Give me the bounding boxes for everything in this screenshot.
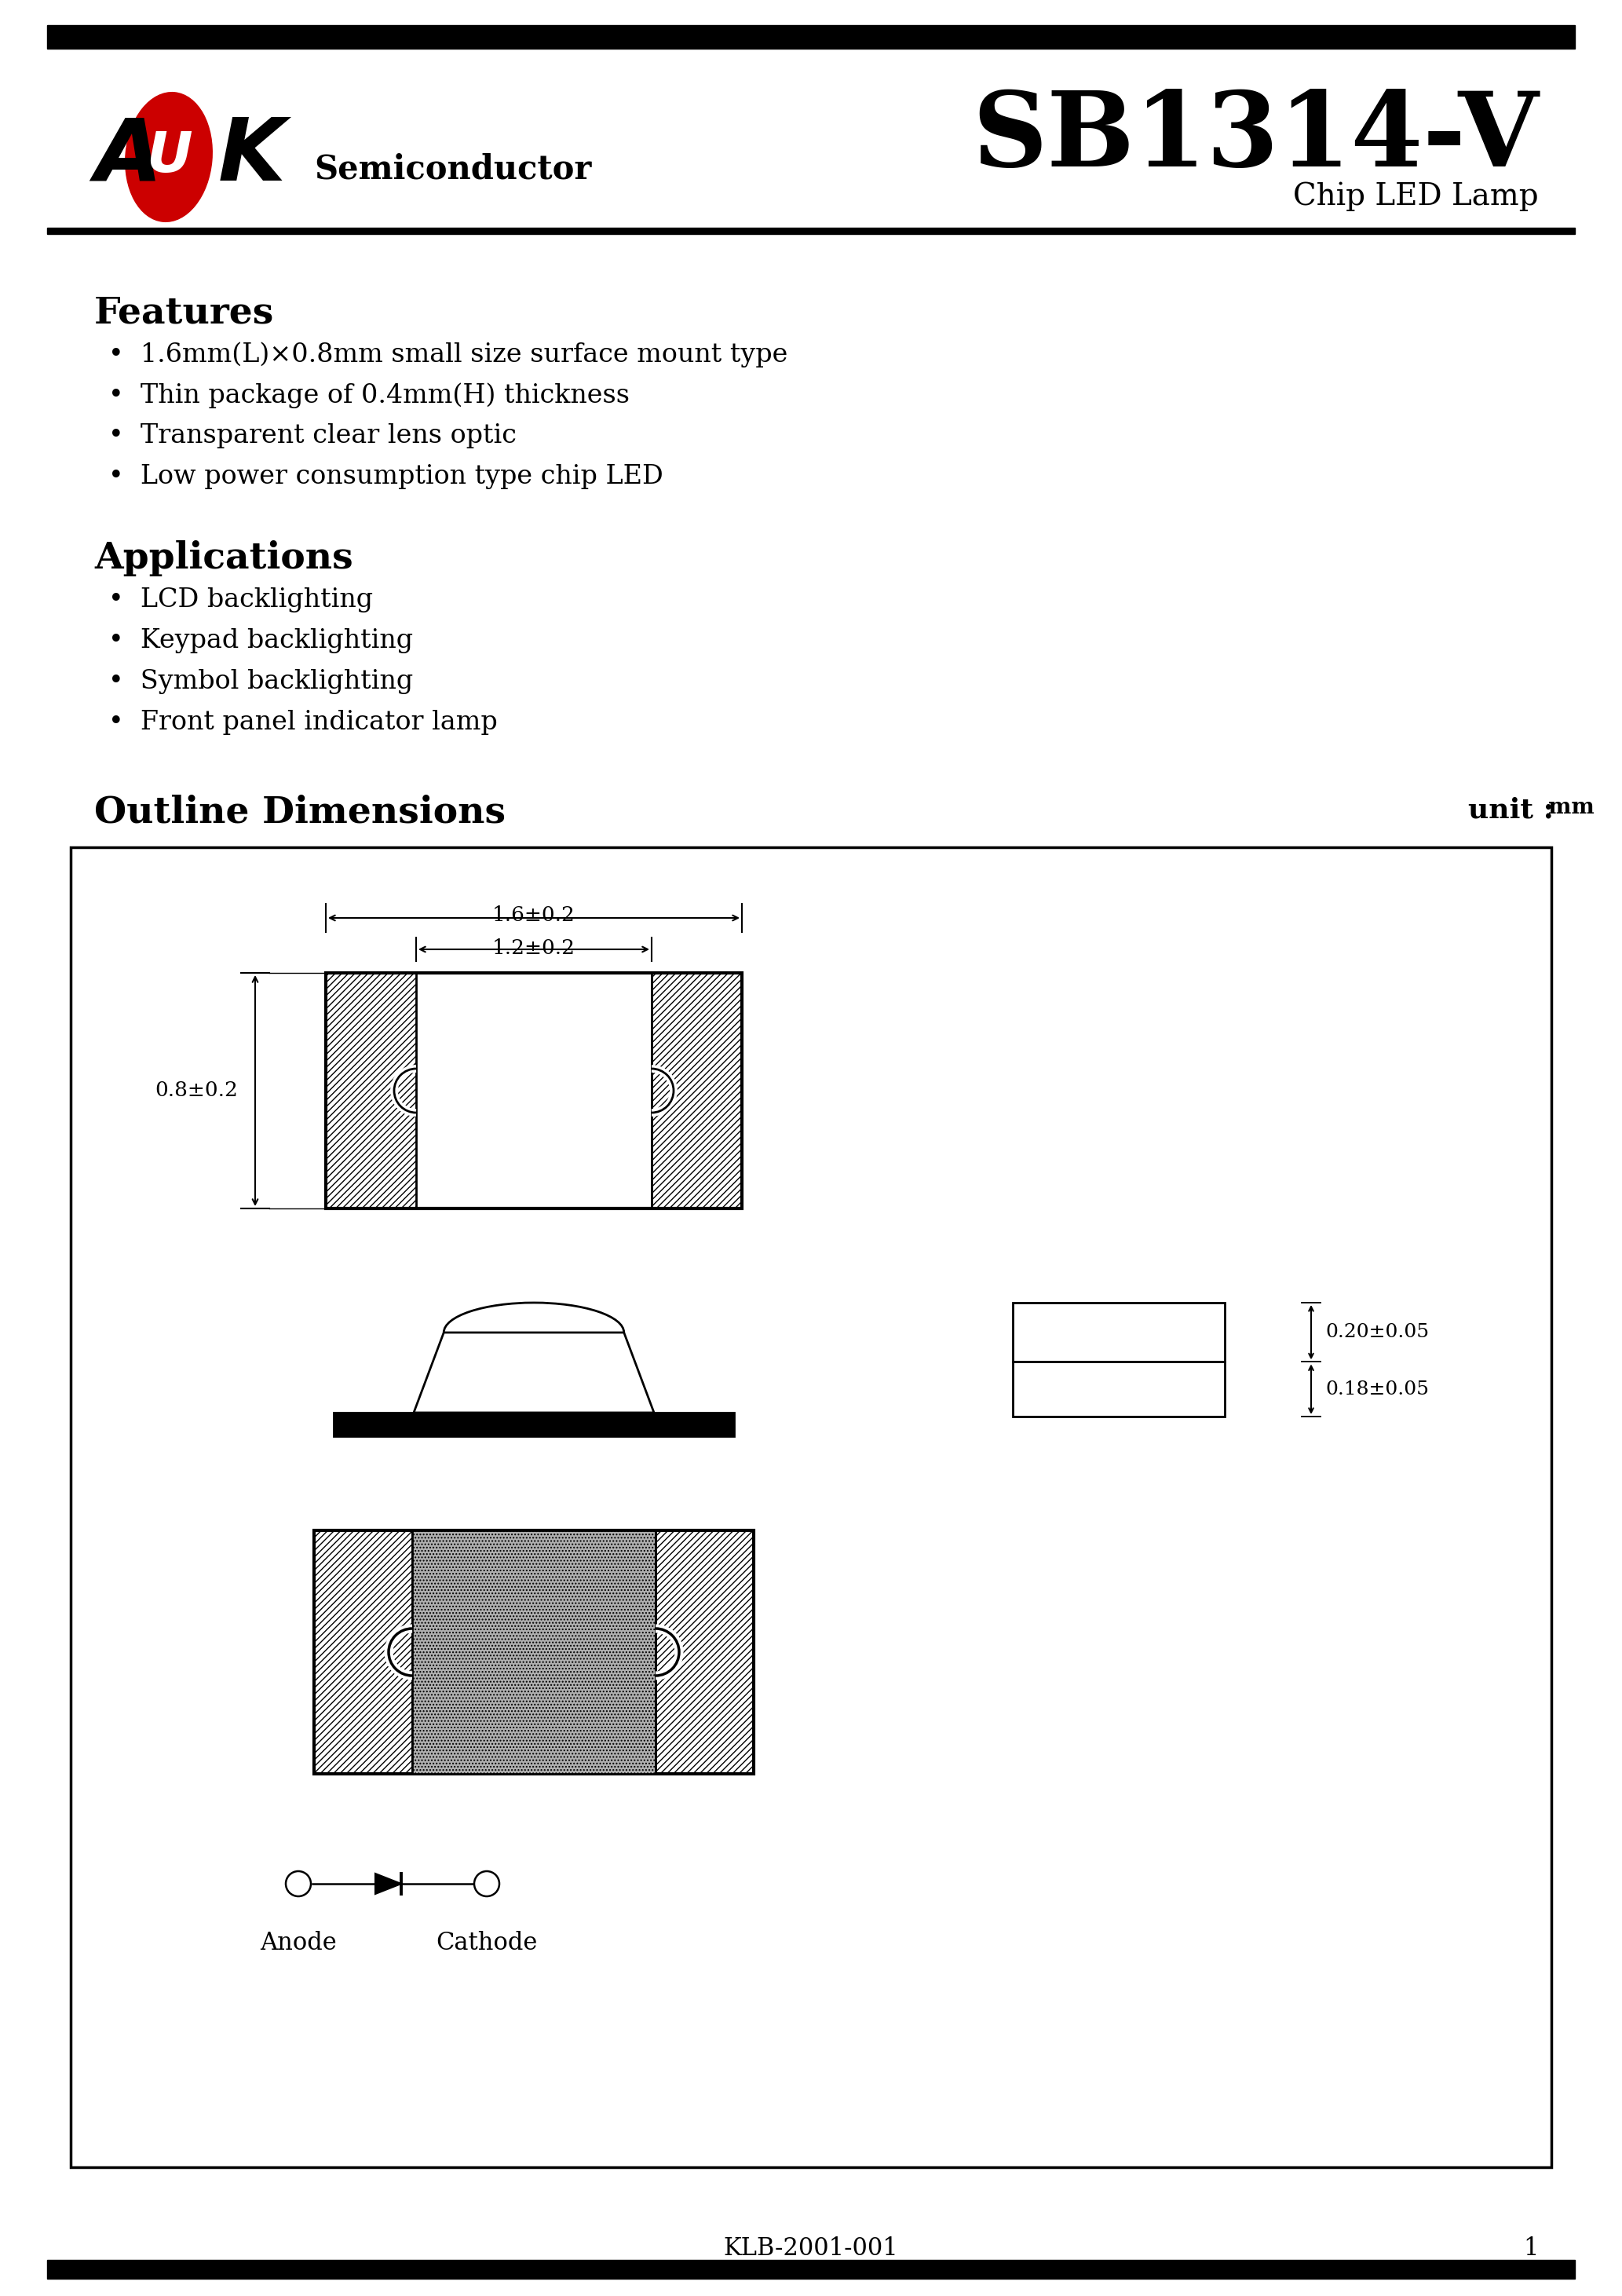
Text: 0.20±0.05: 0.20±0.05 xyxy=(1325,1322,1429,1341)
Text: •  Symbol backlighting: • Symbol backlighting xyxy=(109,668,414,693)
Bar xyxy=(47,2259,1575,2278)
Bar xyxy=(326,974,417,1208)
Bar xyxy=(47,227,1575,234)
Text: SB1314-V: SB1314-V xyxy=(972,87,1539,188)
Bar xyxy=(334,1412,735,1437)
Text: KLB-2001-001: KLB-2001-001 xyxy=(723,2236,899,2262)
Text: Semiconductor: Semiconductor xyxy=(315,152,592,186)
Text: A: A xyxy=(94,115,162,200)
Bar xyxy=(1012,1302,1225,1417)
Text: U: U xyxy=(146,131,191,184)
Text: K: K xyxy=(219,115,285,200)
Text: •  1.6mm(L)×0.8mm small size surface mount type: • 1.6mm(L)×0.8mm small size surface moun… xyxy=(109,342,788,367)
Bar xyxy=(417,974,652,1208)
Bar xyxy=(655,1531,754,1775)
Bar xyxy=(47,25,1575,48)
Text: •  LCD backlighting: • LCD backlighting xyxy=(109,588,373,613)
Ellipse shape xyxy=(125,92,212,223)
Text: •  Thin package of 0.4mm(H) thickness: • Thin package of 0.4mm(H) thickness xyxy=(109,383,629,409)
Bar xyxy=(412,1531,655,1775)
Text: unit :: unit : xyxy=(1468,797,1564,824)
Text: •  Keypad backlighting: • Keypad backlighting xyxy=(109,629,414,654)
Text: 1.2±0.2: 1.2±0.2 xyxy=(491,939,576,957)
Text: 0.8±0.2: 0.8±0.2 xyxy=(154,1081,238,1100)
Text: mm: mm xyxy=(1549,797,1594,817)
Bar xyxy=(315,1531,754,1775)
Text: 1: 1 xyxy=(1523,2236,1539,2262)
Bar xyxy=(71,847,1551,2167)
Text: •  Transparent clear lens optic: • Transparent clear lens optic xyxy=(109,422,516,448)
Polygon shape xyxy=(375,1874,401,1894)
Text: Features: Features xyxy=(94,294,274,331)
Text: Outline Dimensions: Outline Dimensions xyxy=(94,794,506,829)
Text: •  Front panel indicator lamp: • Front panel indicator lamp xyxy=(109,709,498,735)
Text: Applications: Applications xyxy=(94,540,354,576)
Bar xyxy=(652,974,741,1208)
Polygon shape xyxy=(414,1332,654,1412)
Bar xyxy=(326,974,741,1208)
Text: Chip LED Lamp: Chip LED Lamp xyxy=(1293,181,1539,211)
Text: Cathode: Cathode xyxy=(436,1931,537,1956)
Text: 1.6±0.2: 1.6±0.2 xyxy=(493,905,576,925)
Text: 0.18±0.05: 0.18±0.05 xyxy=(1325,1380,1429,1398)
Text: Anode: Anode xyxy=(260,1931,337,1956)
Bar xyxy=(315,1531,412,1775)
Text: •  Low power consumption type chip LED: • Low power consumption type chip LED xyxy=(109,464,663,489)
